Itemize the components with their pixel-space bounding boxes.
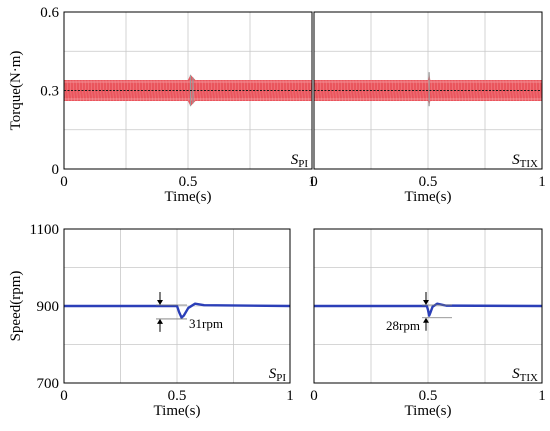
x-tick-label: 0 — [310, 174, 318, 190]
y-tick-label: 900 — [37, 299, 60, 315]
plot-area — [64, 302, 290, 319]
drop-annotation: 31rpm — [156, 292, 223, 332]
x-tick-label: 0.5 — [419, 388, 438, 404]
axes-frame — [63, 228, 291, 384]
axes-frame — [63, 11, 313, 170]
y-axis-label: Speed(rpm) — [8, 271, 24, 342]
x-axis-label: Time(s) — [405, 189, 452, 205]
x-tick-label: 1 — [286, 388, 294, 404]
x-axis-label: Time(s) — [154, 403, 201, 419]
panel-bottom-left: 0 0.5 1 700 900 1100 Time(s) Speed(rpm) SPI 31rpm — [8, 222, 294, 419]
x-tick-label: 1 — [538, 388, 546, 404]
panel-label: SPI — [269, 366, 287, 384]
panel-bottom-right: 0 0.5 1 Time(s) STIX 28rpm — [310, 228, 546, 419]
ripple-texture — [64, 80, 312, 101]
x-axis-label: Time(s) — [405, 403, 452, 419]
y-axis-label: Torque(N·m) — [8, 51, 24, 131]
axes-frame — [313, 11, 543, 170]
y-tick-label: 0 — [52, 162, 60, 178]
x-axis-label: Time(s) — [165, 189, 212, 205]
y-tick-label: 700 — [37, 376, 60, 392]
x-tick-label: 0 — [60, 174, 68, 190]
panel-label: STIX — [512, 152, 538, 170]
panel-label: STIX — [512, 366, 538, 384]
y-tick-label: 1100 — [30, 222, 59, 238]
panel-top-right: 0 0.5 1 Time(s) STIX — [310, 11, 546, 205]
x-tick-label: 0.5 — [419, 174, 438, 190]
speed-line — [64, 302, 290, 319]
x-tick-label: 1 — [308, 174, 316, 190]
x-tick-label: 0 — [60, 388, 68, 404]
plot-area — [314, 72, 542, 107]
x-tick-label: 0.5 — [179, 174, 198, 190]
annotation-label: 28rpm — [386, 318, 420, 333]
panel-label: SPI — [291, 152, 309, 170]
annotation-label: 31rpm — [189, 316, 223, 331]
plot-area — [64, 74, 312, 107]
x-tick-label: 1 — [538, 174, 546, 190]
drop-annotation: 28rpm — [386, 292, 452, 333]
y-tick-label: 0.6 — [40, 5, 59, 21]
axes-frame — [313, 228, 543, 384]
y-tick-label: 0.3 — [40, 84, 59, 100]
x-tick-label: 0 — [310, 388, 318, 404]
x-tick-label: 0.5 — [168, 388, 187, 404]
